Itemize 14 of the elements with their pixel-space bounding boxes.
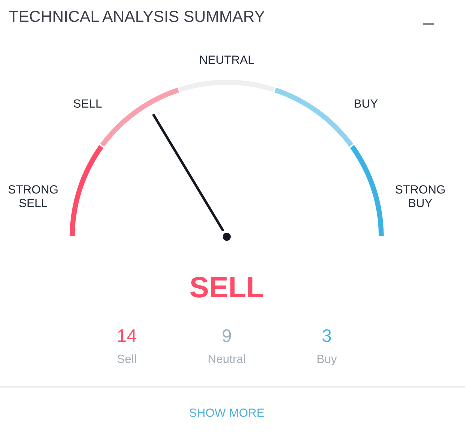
data-label: 9 xyxy=(222,330,232,342)
slice-label: NEUTRAL xyxy=(200,56,254,64)
category-label: Buy xyxy=(318,355,338,366)
text: SELL xyxy=(190,277,264,298)
data-label: 3 xyxy=(322,330,332,342)
category-label: Sell xyxy=(118,354,136,364)
chart-title: TECHNICAL ANALYSIS SUMMARY xyxy=(9,10,265,22)
data-label: 14 xyxy=(118,330,137,342)
slice-label: SELL xyxy=(74,100,102,108)
category-label: Neutral xyxy=(208,354,246,364)
text: SHOW MORE xyxy=(190,408,264,418)
slice-label: STRONG BUY xyxy=(396,186,445,208)
slice-label: BUY xyxy=(354,100,378,108)
slice-label: STRONG SELL xyxy=(8,186,58,208)
